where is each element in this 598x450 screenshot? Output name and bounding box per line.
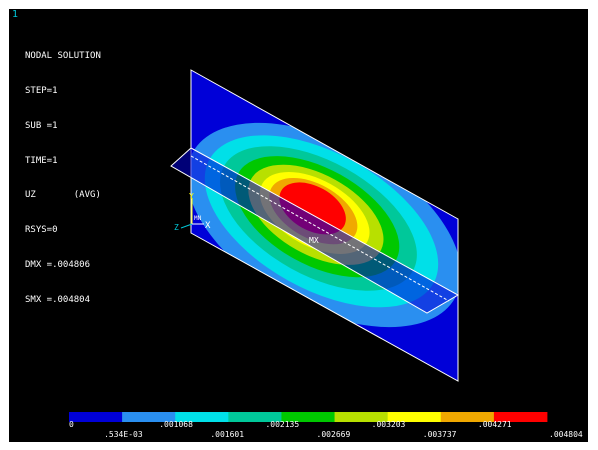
solution-info-block: NODAL SOLUTION STEP=1 SUB =1 TIME=1 UZ (… xyxy=(25,28,101,329)
graphics-viewport[interactable]: 1 NODAL SOLUTION STEP=1 SUB =1 TIME=1 UZ… xyxy=(9,9,588,442)
axis-origin-label: MN xyxy=(194,215,202,222)
y-axis-label: Y xyxy=(189,192,194,201)
legend-label: .004271 xyxy=(477,420,512,429)
legend-swatch xyxy=(175,412,229,422)
z-axis-label: Z xyxy=(174,223,179,232)
legend-swatch xyxy=(228,412,282,422)
dmx-label: DMX =.004806 xyxy=(25,259,91,270)
legend-label: .002135 xyxy=(265,420,300,429)
flange-plate xyxy=(170,147,460,314)
flange-web-joint-line xyxy=(190,155,450,302)
legend-swatch xyxy=(440,412,495,422)
rsys-label: RSYS=0 xyxy=(25,225,58,236)
contour-legend-bar xyxy=(69,412,548,422)
axis-triad: Y X Z MN xyxy=(174,192,211,232)
web-plate-outline xyxy=(190,69,459,382)
legend-label: 0 xyxy=(69,420,74,429)
legend-label: .001068 xyxy=(159,420,193,429)
legend-swatch xyxy=(122,412,176,422)
time-label: TIME=1 xyxy=(25,155,58,166)
legend-swatch xyxy=(69,412,123,422)
legend-label: .003203 xyxy=(371,420,406,429)
legend-label: .001601 xyxy=(210,430,245,439)
substep-label: SUB =1 xyxy=(25,120,58,131)
legend-swatch xyxy=(281,412,335,422)
window-number: 1 xyxy=(12,9,19,20)
model-contour-plot: MX Y X Z MN xyxy=(69,69,548,422)
legend-label: .004804 xyxy=(549,430,583,439)
legend-swatch xyxy=(493,412,548,422)
smx-label: SMX =.004804 xyxy=(25,294,91,305)
web-plate xyxy=(191,70,458,381)
z-axis-line xyxy=(180,223,193,229)
max-marker-label: MX xyxy=(309,236,319,245)
legend-label: .002669 xyxy=(316,430,351,439)
x-axis-label: X xyxy=(205,221,211,231)
component-label: UZ (AVG) xyxy=(25,190,101,201)
solution-title: NODAL SOLUTION xyxy=(25,51,101,62)
legend-label: .534E-03 xyxy=(104,430,143,439)
legend-swatch xyxy=(334,412,389,422)
legend-label: .003737 xyxy=(422,430,457,439)
legend-swatch xyxy=(387,412,442,422)
step-label: STEP=1 xyxy=(25,85,58,96)
